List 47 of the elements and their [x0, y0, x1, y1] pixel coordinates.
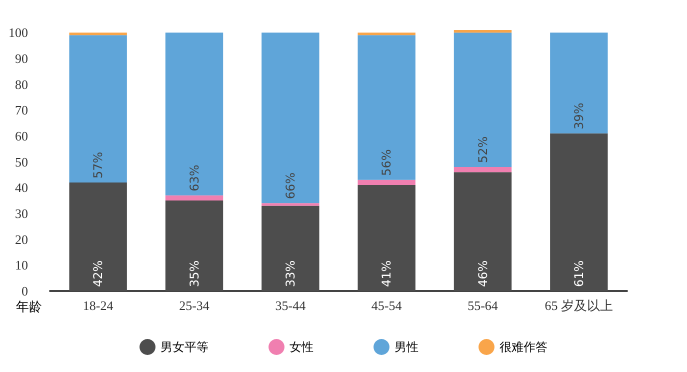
data-label: 33% — [283, 260, 298, 287]
legend-label: 男女平等 — [160, 340, 208, 354]
x-axis-title: 年龄 — [16, 300, 42, 315]
bar — [262, 32, 320, 204]
y-tick-label: 40 — [15, 180, 28, 196]
bar — [550, 32, 608, 134]
x-tick-label: 65 岁及以上 — [544, 298, 614, 313]
y-tick-label: 100 — [8, 25, 28, 40]
data-label: 66% — [283, 172, 298, 200]
legend-label: 男性 — [394, 340, 418, 354]
data-label: 56% — [380, 149, 394, 176]
legend-label: 很难作答 — [500, 340, 548, 354]
y-tick-label: 50 — [15, 154, 28, 170]
bar — [69, 32, 127, 36]
data-label: 41% — [380, 260, 394, 287]
y-tick-label: 70 — [15, 102, 28, 118]
x-tick-label: 35-44 — [275, 298, 306, 313]
y-tick-label: 10 — [15, 258, 28, 273]
data-label: 42% — [91, 260, 106, 287]
data-label: 63% — [187, 164, 202, 192]
y-tick-label: 0 — [22, 284, 28, 298]
x-tick-label: 55-64 — [468, 298, 498, 313]
x-tick-label: 25-34 — [179, 298, 210, 313]
bar — [454, 32, 512, 167]
data-label: 61% — [572, 260, 586, 287]
legend-label: 女性 — [290, 340, 314, 354]
bar — [358, 35, 416, 180]
data-label: 35% — [187, 260, 202, 287]
data-label: 52% — [476, 136, 490, 163]
bar — [165, 195, 224, 201]
bar — [454, 166, 512, 172]
x-tick-label: 45-54 — [371, 298, 402, 313]
bar — [165, 32, 224, 196]
bar — [358, 32, 416, 36]
y-tick-label: 30 — [15, 206, 28, 221]
bar — [358, 180, 416, 186]
data-label: 46% — [476, 260, 490, 287]
data-label: 57% — [91, 152, 106, 178]
bar — [69, 35, 127, 182]
x-tick-label: 18-24 — [82, 298, 114, 313]
y-tick-label: 20 — [15, 232, 28, 247]
bar — [454, 30, 512, 33]
y-tick-label: 60 — [15, 128, 28, 144]
y-tick-label: 80 — [15, 76, 28, 92]
y-tick-label: 90 — [15, 50, 28, 66]
data-label: 39% — [572, 102, 586, 130]
bar — [262, 203, 320, 206]
